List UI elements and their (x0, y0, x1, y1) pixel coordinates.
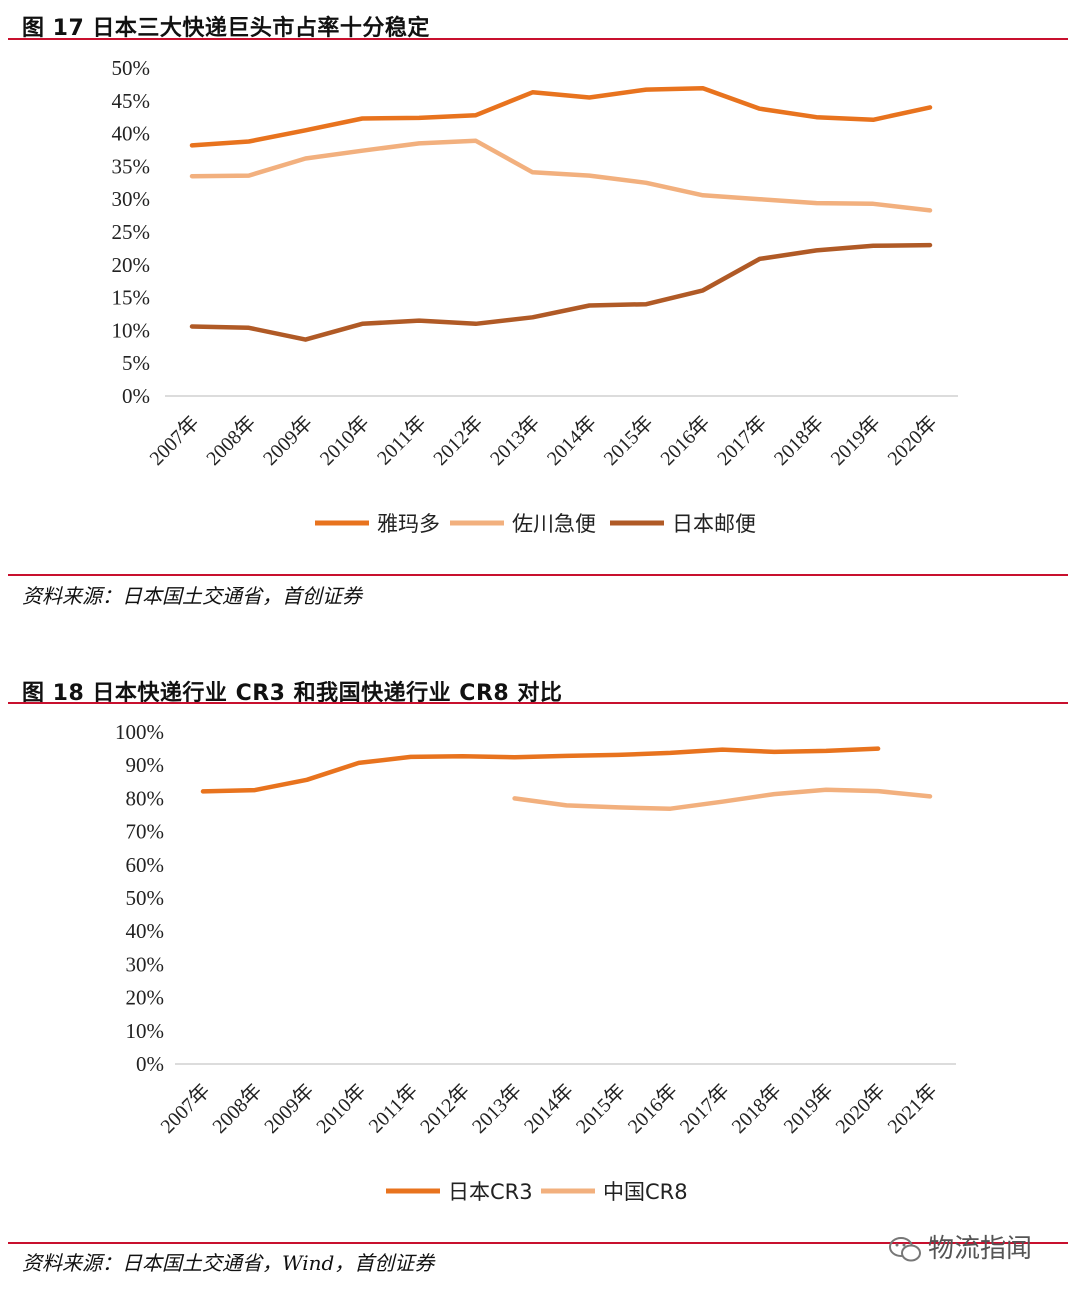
fig17-x-tick-label: 2012年 (429, 411, 488, 470)
figure18-title-rule (8, 702, 1068, 704)
fig18-y-tick-label: 30% (126, 952, 165, 976)
fig17-y-tick-label: 30% (112, 187, 151, 211)
fig18-x-tick-label: 2019年 (779, 1079, 838, 1138)
fig17-y-tick-label: 10% (112, 318, 151, 342)
fig17-series-line-1 (189, 86, 933, 148)
fig18-x-tick-label: 2017年 (675, 1079, 734, 1138)
fig17-legend-label: 日本邮便 (672, 512, 756, 536)
fig18-series-line-1 (200, 746, 881, 794)
fig18-x-tick-label: 2012年 (415, 1079, 474, 1138)
fig18-y-tick-label: 80% (126, 786, 165, 810)
fig17-legend-label: 雅玛多 (377, 512, 440, 536)
fig18-x-tick-label: 2018年 (727, 1079, 786, 1138)
fig18-y-tick-label: 100% (115, 720, 164, 744)
figure18-title: 图 18 日本快递行业 CR3 和我国快递行业 CR8 对比 (22, 681, 563, 706)
fig18-y-tick-label: 70% (126, 820, 165, 844)
fig18-x-tick-label: 2021年 (883, 1079, 942, 1138)
fig17-y-tick-label: 25% (112, 220, 151, 244)
fig18-y-tick-label: 40% (126, 919, 165, 943)
fig17-y-tick-label: 50% (112, 56, 151, 80)
fig18-y-tick-label: 60% (126, 853, 165, 877)
fig18-x-tick-label: 2010年 (312, 1079, 371, 1138)
figure17-title-rule (8, 38, 1068, 40)
fig17-x-tick-label: 2018年 (769, 411, 828, 470)
fig18-x-tick-label: 2015年 (571, 1079, 630, 1138)
fig18-legend-label: 中国CR8 (603, 1180, 688, 1204)
fig18-x-tick-label: 2020年 (831, 1079, 890, 1138)
fig17-x-tick-label: 2013年 (485, 411, 544, 470)
figure17-source: 资料来源：日本国土交通省，首创证券 (22, 584, 362, 608)
figure18-source-rule (8, 1242, 1068, 1244)
fig17-series-line-2 (189, 138, 933, 213)
fig17-x-tick-label: 2011年 (372, 411, 430, 469)
fig17-x-tick-label: 2009年 (258, 411, 317, 470)
fig18-y-tick-label: 10% (126, 1019, 165, 1043)
fig17-x-tick-label: 2020年 (883, 411, 942, 470)
fig17-y-tick-label: 45% (112, 89, 151, 113)
fig17-x-tick-label: 2016年 (656, 411, 715, 470)
fig18-y-tick-label: 0% (136, 1052, 164, 1076)
fig18-x-tick-label: 2013年 (467, 1079, 526, 1138)
watermark: 物流指闻 (888, 1228, 1032, 1265)
fig17-x-tick-label: 2015年 (599, 411, 658, 470)
fig17-x-tick-label: 2010年 (315, 411, 374, 470)
fig18-y-tick-label: 20% (126, 986, 165, 1010)
fig17-y-tick-label: 40% (112, 122, 151, 146)
fig18-x-tick-label: 2016年 (623, 1079, 682, 1138)
fig18-y-tick-label: 50% (126, 886, 165, 910)
fig17-y-tick-label: 5% (122, 351, 150, 375)
fig17-series-line-3 (189, 242, 933, 342)
fig17-y-tick-label: 0% (122, 384, 150, 408)
fig17-x-tick-label: 2007年 (145, 411, 204, 470)
figure18-source: 资料来源：日本国土交通省，Wind，首创证券 (22, 1251, 435, 1275)
wechat-icon (888, 1236, 922, 1264)
fig18-x-tick-label: 2007年 (156, 1079, 215, 1138)
fig18-series-line-2 (512, 787, 933, 811)
fig17-y-tick-label: 15% (112, 286, 151, 310)
fig18-x-tick-label: 2011年 (364, 1079, 422, 1137)
fig17-x-tick-label: 2017年 (713, 411, 772, 470)
fig17-y-tick-label: 20% (112, 253, 151, 277)
fig18-x-tick-label: 2009年 (260, 1079, 319, 1138)
figure17-line-chart: 0% 5% 10% 15% 20% 25% 30% 35% 40% 45% 50% 2007年2008… (112, 56, 958, 536)
figure17-source-rule (8, 574, 1068, 576)
fig17-y-tick-label: 35% (112, 154, 151, 178)
fig18-y-tick-label: 90% (126, 753, 165, 777)
fig17-legend-label: 佐川急便 (512, 512, 596, 536)
fig18-x-tick-label: 2014年 (519, 1079, 578, 1138)
fig17-x-tick-label: 2014年 (542, 411, 601, 470)
fig18-legend-label: 日本CR3 (448, 1180, 533, 1204)
fig17-x-tick-label: 2019年 (826, 411, 885, 470)
fig17-x-tick-label: 2008年 (202, 411, 261, 470)
figure18-line-chart: 0%10%20%30%40%50%60%70%80%90%100%2007年20… (115, 720, 956, 1204)
fig18-x-tick-label: 2008年 (208, 1079, 267, 1138)
watermark-text: 物流指闻 (928, 1234, 1033, 1264)
figure17-title: 图 17 日本三大快递巨头市占率十分稳定 (22, 16, 430, 41)
